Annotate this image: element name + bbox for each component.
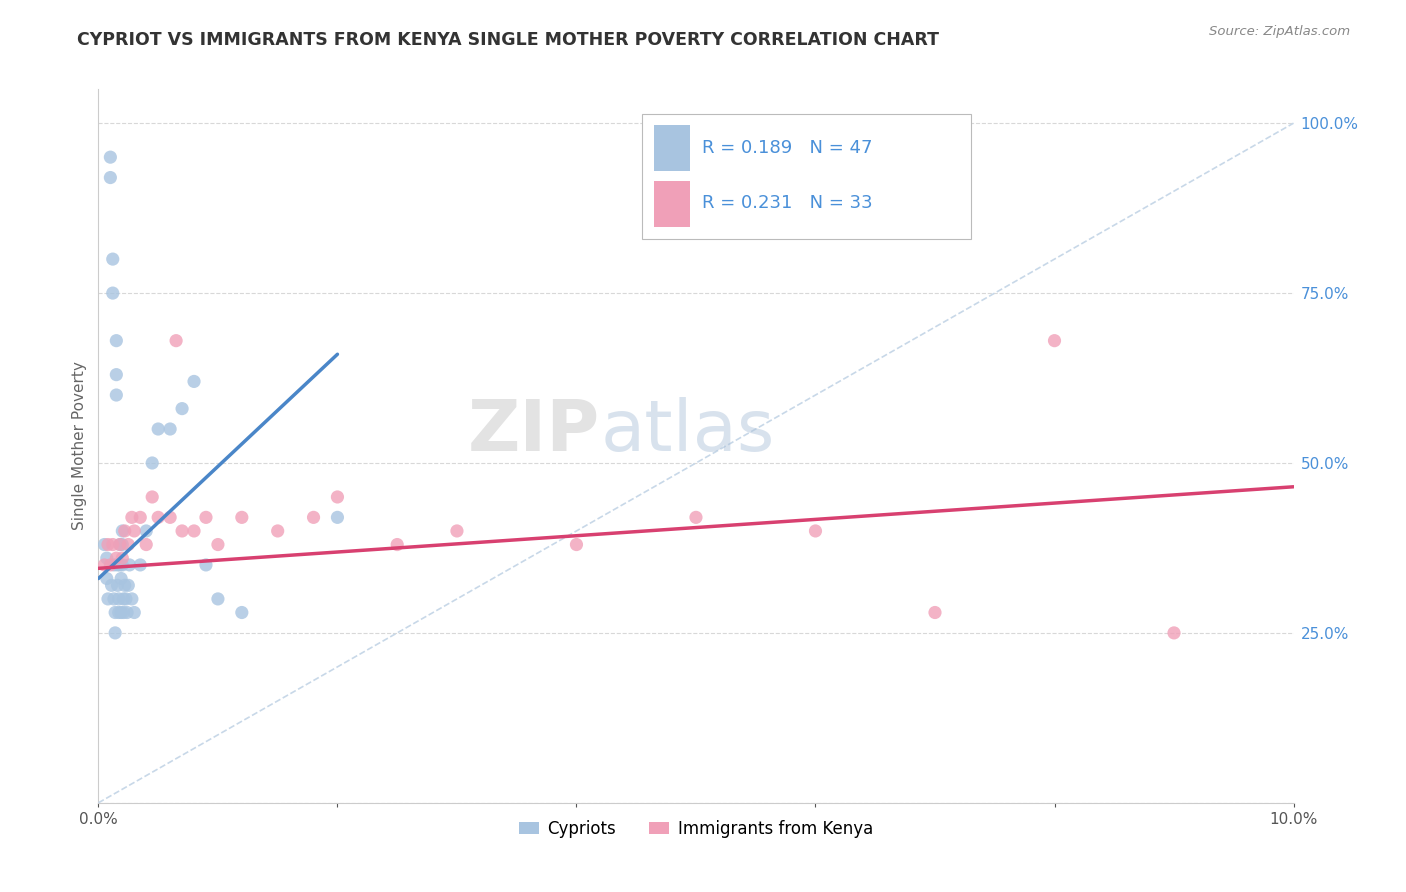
Point — [96, 572, 118, 586]
Point — [101, 286, 124, 301]
Point — [141, 456, 163, 470]
Point — [804, 524, 827, 538]
Text: R = 0.189   N = 47: R = 0.189 N = 47 — [702, 139, 873, 157]
Point — [207, 591, 229, 606]
Point — [97, 591, 120, 606]
Point — [103, 558, 125, 572]
Point — [108, 537, 131, 551]
Point — [111, 524, 134, 538]
Y-axis label: Single Mother Poverty: Single Mother Poverty — [72, 361, 87, 531]
Point — [172, 524, 194, 538]
Point — [183, 524, 205, 538]
Point — [231, 606, 253, 620]
Point — [104, 606, 127, 620]
Point — [93, 558, 115, 572]
Point — [93, 537, 115, 551]
Point — [326, 510, 349, 524]
Point — [111, 558, 134, 572]
Point — [110, 606, 132, 620]
Point — [96, 551, 118, 566]
Point — [108, 537, 131, 551]
Point — [148, 422, 170, 436]
Point — [446, 524, 468, 538]
Point — [148, 510, 170, 524]
Text: ZIP: ZIP — [468, 397, 600, 467]
Point — [124, 524, 146, 538]
Text: Source: ZipAtlas.com: Source: ZipAtlas.com — [1209, 25, 1350, 38]
Point — [118, 558, 141, 572]
Point — [105, 334, 128, 348]
Point — [98, 150, 122, 164]
Point — [105, 368, 128, 382]
Point — [98, 558, 122, 572]
Point — [129, 558, 152, 572]
Point — [135, 537, 157, 551]
Point — [104, 626, 127, 640]
Point — [101, 252, 124, 266]
Point — [112, 591, 135, 606]
Point — [115, 591, 138, 606]
Point — [114, 578, 136, 592]
Point — [129, 510, 152, 524]
Point — [107, 606, 129, 620]
Point — [107, 578, 129, 592]
Point — [112, 606, 135, 620]
Point — [105, 388, 128, 402]
Point — [195, 558, 218, 572]
Point — [302, 510, 325, 524]
Point — [111, 537, 134, 551]
Point — [159, 510, 181, 524]
Point — [385, 537, 409, 551]
Point — [98, 170, 122, 185]
Point — [111, 551, 134, 566]
Point — [121, 510, 143, 524]
Point — [1043, 334, 1066, 348]
FancyBboxPatch shape — [654, 125, 690, 171]
Point — [172, 401, 194, 416]
Point — [124, 606, 146, 620]
Text: R = 0.231   N = 33: R = 0.231 N = 33 — [702, 194, 873, 212]
Point — [101, 537, 124, 551]
Point — [100, 578, 122, 592]
Point — [108, 558, 131, 572]
Point — [159, 422, 181, 436]
Point — [565, 537, 588, 551]
Point — [924, 606, 946, 620]
Point — [117, 578, 139, 592]
Point — [114, 524, 136, 538]
Point — [117, 537, 139, 551]
Point — [135, 524, 157, 538]
Point — [110, 572, 132, 586]
Point — [121, 591, 143, 606]
Point — [267, 524, 290, 538]
Point — [97, 537, 120, 551]
Point — [195, 510, 218, 524]
Point — [107, 591, 129, 606]
Point — [1163, 626, 1185, 640]
Point — [165, 334, 187, 348]
Legend: Cypriots, Immigrants from Kenya: Cypriots, Immigrants from Kenya — [512, 814, 880, 845]
Text: atlas: atlas — [600, 397, 775, 467]
Text: CYPRIOT VS IMMIGRANTS FROM KENYA SINGLE MOTHER POVERTY CORRELATION CHART: CYPRIOT VS IMMIGRANTS FROM KENYA SINGLE … — [77, 31, 939, 49]
Point — [326, 490, 349, 504]
Point — [107, 558, 129, 572]
Point — [685, 510, 707, 524]
Point — [105, 551, 128, 566]
Point — [231, 510, 253, 524]
Point — [141, 490, 163, 504]
Point — [207, 537, 229, 551]
FancyBboxPatch shape — [643, 114, 972, 239]
Point — [115, 606, 138, 620]
Point — [103, 591, 125, 606]
Point — [183, 375, 205, 389]
FancyBboxPatch shape — [654, 180, 690, 227]
